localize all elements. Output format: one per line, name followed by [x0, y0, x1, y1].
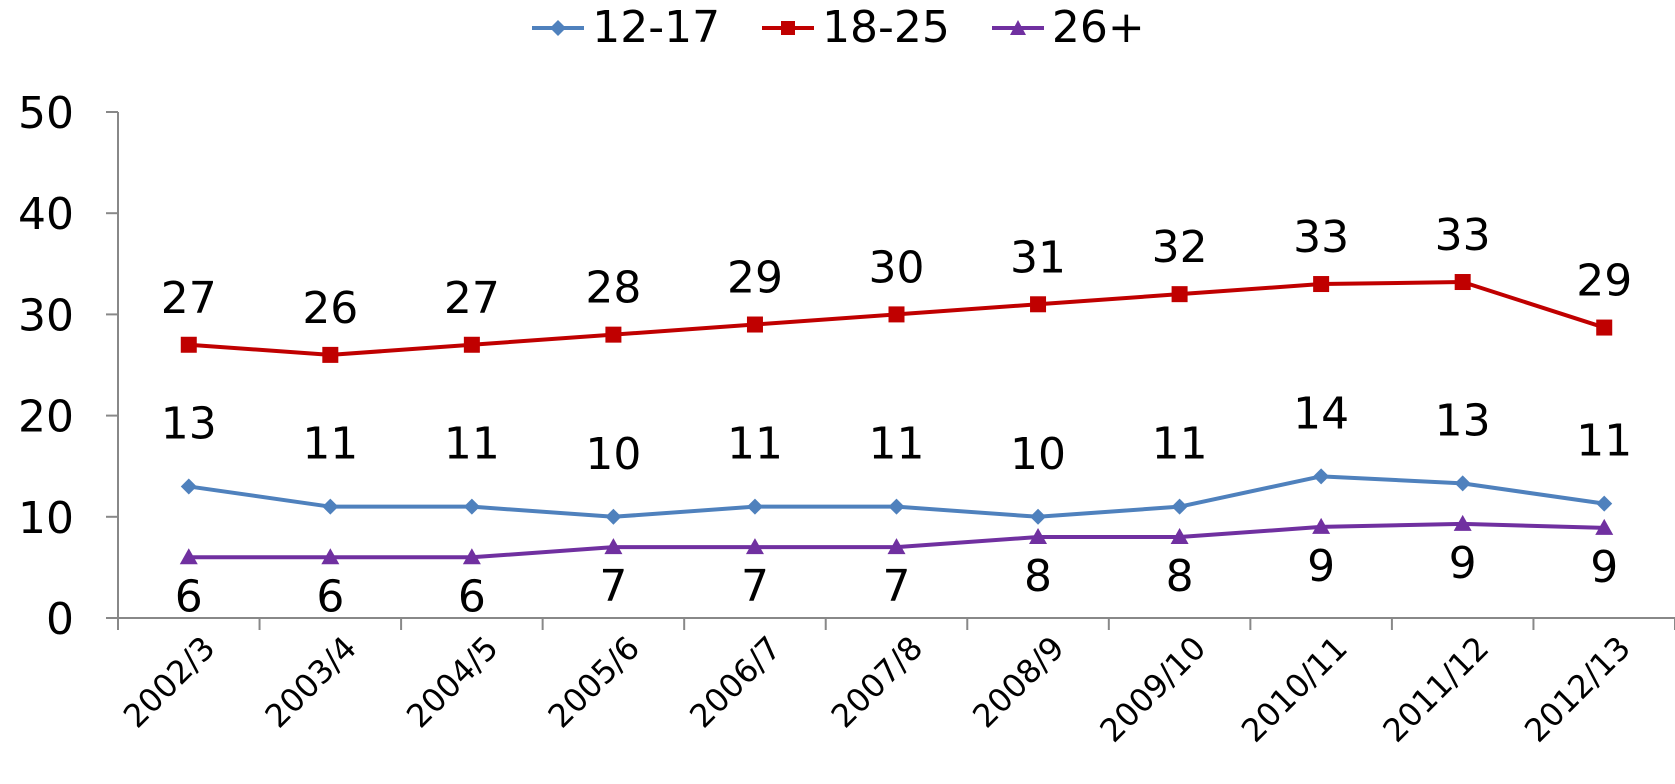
- data-label: 29: [1576, 256, 1632, 307]
- y-tick-label: 10: [18, 493, 74, 544]
- data-label: 28: [585, 263, 641, 314]
- data-point-triangle: [321, 548, 340, 565]
- legend: 12-17 18-25 26+: [0, 2, 1675, 53]
- data-label: 29: [727, 253, 783, 304]
- data-label: 11: [1152, 419, 1208, 470]
- data-point-square: [1171, 286, 1188, 303]
- data-point-triangle: [179, 548, 198, 565]
- x-tick-label: 2004/5: [399, 629, 505, 735]
- x-tick-label: 2009/10: [1092, 629, 1213, 750]
- legend-label: 18-25: [822, 2, 950, 53]
- data-point-triangle: [1029, 528, 1048, 545]
- legend-item-18-25: 18-25: [760, 2, 950, 53]
- data-point-diamond: [605, 508, 622, 525]
- data-point-triangle: [1453, 514, 1472, 531]
- y-tick-label: 40: [18, 189, 74, 240]
- data-label: 31: [1010, 232, 1066, 283]
- x-tick-label: 2008/9: [965, 629, 1071, 735]
- data-point-diamond: [1596, 495, 1613, 512]
- data-label: 10: [585, 429, 641, 480]
- data-point-square: [1313, 276, 1330, 293]
- y-tick-label: 0: [46, 594, 74, 645]
- x-tick-label: 2005/6: [541, 629, 647, 735]
- data-label: 26: [302, 283, 358, 334]
- data-label: 10: [1010, 429, 1066, 480]
- x-tick-label: 2011/12: [1375, 629, 1496, 750]
- data-label: 6: [175, 571, 203, 622]
- data-point-diamond: [180, 478, 197, 495]
- data-label: 8: [1166, 551, 1194, 602]
- x-tick-label: 2002/3: [116, 629, 222, 735]
- data-point-triangle: [1312, 517, 1331, 534]
- x-tick-label: 2003/4: [258, 629, 364, 735]
- data-point-triangle: [1170, 528, 1189, 545]
- data-point-diamond: [463, 498, 480, 515]
- data-label: 11: [444, 419, 500, 470]
- x-tick-label: 2010/11: [1234, 629, 1355, 750]
- data-label: 30: [869, 242, 925, 293]
- data-point-triangle: [1595, 518, 1614, 535]
- legend-label: 26+: [1051, 2, 1145, 53]
- data-label: 7: [883, 561, 911, 612]
- data-point-triangle: [887, 538, 906, 555]
- data-point-diamond: [322, 498, 339, 515]
- data-label: 27: [161, 273, 217, 324]
- data-label: 14: [1293, 388, 1349, 439]
- data-point-square: [1596, 319, 1613, 336]
- data-label: 6: [458, 571, 486, 622]
- x-tick-label: 2007/8: [824, 629, 930, 735]
- legend-label: 12-17: [592, 2, 721, 53]
- data-label: 32: [1152, 222, 1208, 273]
- data-point-diamond: [1171, 498, 1188, 515]
- legend-item-12-17: 12-17: [530, 2, 720, 53]
- data-point-triangle: [745, 538, 764, 555]
- data-point-square: [1030, 296, 1047, 313]
- data-label: 6: [316, 571, 344, 622]
- data-label: 11: [869, 419, 925, 470]
- data-point-square: [605, 326, 622, 343]
- data-point-square: [1454, 274, 1471, 291]
- data-point-square: [888, 306, 905, 323]
- data-point-diamond: [746, 498, 763, 515]
- data-label: 7: [599, 561, 627, 612]
- data-point-square: [463, 336, 480, 353]
- data-label: 7: [741, 561, 769, 612]
- x-tick-label: 2006/7: [682, 629, 788, 735]
- data-point-square: [746, 316, 763, 333]
- data-label: 9: [1449, 538, 1477, 589]
- y-tick-label: 30: [18, 290, 74, 341]
- data-point-square: [322, 346, 339, 363]
- data-point-square: [180, 336, 197, 353]
- data-label: 11: [302, 419, 358, 470]
- data-label: 8: [1024, 551, 1052, 602]
- legend-item-26-plus: 26+: [990, 2, 1145, 53]
- data-label: 11: [1576, 416, 1632, 467]
- y-tick-label: 20: [18, 392, 74, 443]
- data-label: 9: [1590, 542, 1618, 593]
- data-point-diamond: [888, 498, 905, 515]
- legend-marker-diamond-icon: [532, 19, 585, 36]
- data-label: 33: [1293, 212, 1349, 263]
- legend-marker-triangle-icon: [991, 19, 1044, 35]
- legend-marker-square-icon: [762, 20, 815, 35]
- data-point-diamond: [1454, 475, 1471, 492]
- data-label: 13: [1435, 395, 1491, 446]
- data-label: 33: [1435, 210, 1491, 261]
- data-point-triangle: [462, 548, 481, 565]
- data-label: 27: [444, 273, 500, 324]
- data-point-diamond: [1030, 508, 1047, 525]
- y-tick-label: 50: [18, 88, 74, 139]
- data-label: 11: [727, 419, 783, 470]
- data-label: 13: [161, 398, 217, 449]
- data-point-triangle: [604, 538, 623, 555]
- data-label: 9: [1307, 541, 1335, 592]
- data-point-diamond: [1313, 468, 1330, 485]
- x-tick-label: 2012/13: [1517, 629, 1638, 750]
